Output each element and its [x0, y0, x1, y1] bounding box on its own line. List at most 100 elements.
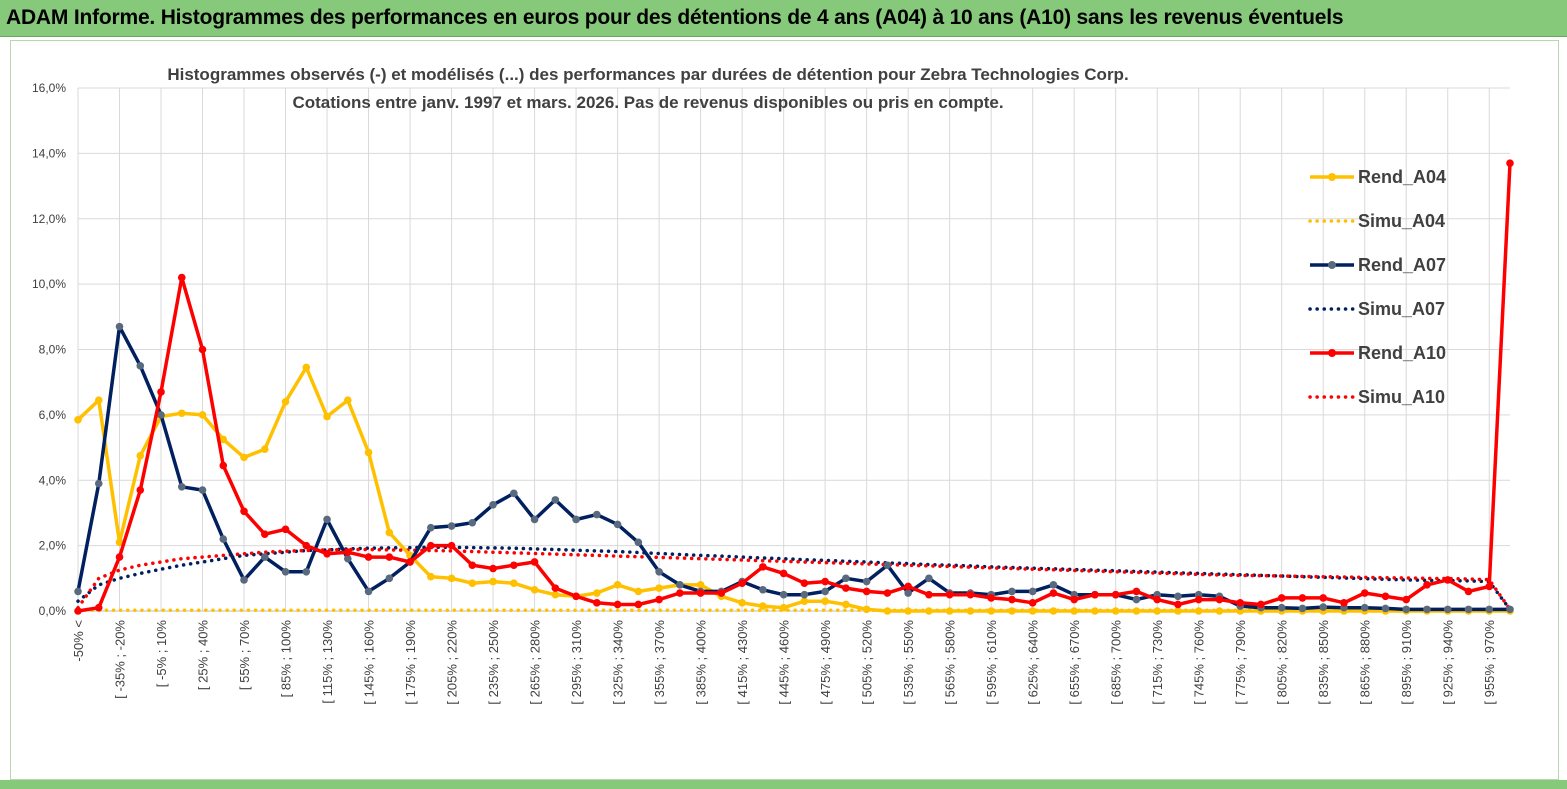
- point-rend-a10: [676, 589, 684, 597]
- report-title: ADAM Informe. Histogrammes des performan…: [6, 6, 1344, 29]
- point-rend-a07: [1506, 605, 1514, 614]
- y-tick-label: 2,0%: [39, 539, 67, 553]
- y-tick-label: 14,0%: [32, 146, 66, 160]
- point-rend-a10: [323, 549, 331, 558]
- legend-label: Simu_A10: [1358, 387, 1445, 407]
- point-rend-a10: [468, 561, 477, 570]
- point-rend-a07: [613, 520, 622, 529]
- point-rend-a10: [1236, 599, 1245, 607]
- point-rend-a10: [1506, 159, 1514, 167]
- legend-label: Rend_A04: [1358, 167, 1446, 187]
- point-rend-a07: [364, 587, 373, 596]
- point-rend-a10: [1008, 595, 1016, 604]
- x-tick-label: [ 835% ; 850%: [1316, 620, 1331, 705]
- point-rend-a07: [427, 523, 435, 532]
- point-rend-a07: [219, 535, 228, 543]
- x-tick-label: [ 715% ; 730%: [1150, 620, 1165, 705]
- point-rend-a10: [1319, 594, 1328, 602]
- point-rend-a07: [821, 587, 829, 596]
- point-rend-a04: [302, 363, 311, 372]
- point-rend-a04: [613, 581, 622, 589]
- point-rend-a04: [468, 579, 477, 588]
- point-rend-a07: [530, 515, 539, 524]
- point-rend-a10: [427, 541, 435, 550]
- point-rend-a10: [1111, 590, 1120, 599]
- point-rend-a07: [1319, 603, 1328, 611]
- point-rend-a04: [1111, 607, 1120, 615]
- legend-label: Simu_A04: [1358, 211, 1445, 231]
- series-rend-a07: [76, 324, 1510, 612]
- point-rend-a10: [219, 461, 228, 470]
- x-tick-label: [ 205% ; 220%: [445, 620, 460, 705]
- point-rend-a04: [779, 603, 788, 612]
- point-rend-a10: [1381, 592, 1390, 601]
- point-rend-a07: [1049, 581, 1058, 589]
- grid-layer: [77, 87, 1510, 612]
- point-rend-a04: [862, 605, 871, 614]
- point-rend-a04: [1215, 607, 1224, 615]
- point-rend-a10: [1070, 595, 1078, 604]
- point-rend-a04: [945, 607, 954, 615]
- point-rend-a10: [1153, 595, 1161, 604]
- x-axis: -50% < [ -35% ; -20% [ -5% ; 10% [ 25% ; 40…: [71, 620, 1497, 705]
- point-rend-a10: [1049, 589, 1058, 597]
- point-rend-a04: [343, 396, 352, 404]
- x-tick-label: [ 865% ; 880%: [1358, 620, 1373, 705]
- point-rend-a04: [74, 415, 82, 424]
- point-rend-a07: [302, 567, 311, 576]
- point-rend-a10: [593, 599, 601, 607]
- point-rend-a07: [1298, 604, 1307, 613]
- point-rend-a04: [489, 577, 497, 586]
- series-layer: [74, 159, 1514, 615]
- point-rend-a10: [115, 553, 124, 561]
- point-rend-a07: [1132, 595, 1141, 604]
- point-rend-a10: [489, 564, 497, 573]
- point-rend-a04: [364, 448, 373, 457]
- point-rend-a10: [510, 561, 518, 570]
- y-tick-label: 6,0%: [39, 408, 67, 422]
- x-tick-label: [ 805% ; 820%: [1275, 620, 1290, 705]
- point-rend-a04: [198, 411, 207, 419]
- x-tick-label: [ 235% ; 250%: [486, 620, 501, 705]
- point-rend-a04: [530, 585, 539, 594]
- point-rend-a10: [779, 569, 788, 578]
- y-tick-label: 16,0%: [32, 81, 66, 95]
- point-rend-a07: [510, 489, 518, 498]
- point-rend-a10: [74, 607, 82, 615]
- x-tick-label: [ 745% ; 760%: [1192, 620, 1207, 705]
- point-rend-a10: [1402, 595, 1411, 604]
- point-rend-a07: [862, 577, 871, 586]
- point-rend-a07: [343, 554, 352, 563]
- point-rend-a10: [966, 590, 975, 599]
- x-tick-label: [ 535% ; 550%: [901, 620, 916, 705]
- point-rend-a07: [883, 561, 892, 570]
- point-rend-a10: [530, 558, 539, 566]
- x-tick-label: [ 145% ; 160%: [362, 620, 377, 705]
- point-rend-a10: [904, 582, 912, 591]
- x-tick-label: [ 25% ; 40%: [196, 620, 211, 691]
- chart-subtitle: Cotations entre janv. 1997 et mars. 2026…: [292, 93, 1003, 112]
- point-rend-a07: [655, 567, 663, 576]
- point-rend-a10: [136, 486, 145, 494]
- point-rend-a10: [177, 273, 186, 282]
- point-rend-a07: [1402, 605, 1411, 614]
- point-rend-a07: [1485, 605, 1494, 614]
- point-rend-a04: [1174, 607, 1182, 615]
- point-rend-a10: [925, 590, 933, 599]
- point-rend-a10: [821, 577, 829, 586]
- x-tick-label: [ 895% ; 910%: [1399, 620, 1414, 705]
- x-tick-label: [ 175% ; 190%: [403, 620, 418, 705]
- point-rend-a07: [94, 479, 103, 488]
- point-rend-a10: [1485, 582, 1494, 591]
- point-rend-a07: [240, 576, 248, 584]
- point-rend-a07: [1423, 605, 1431, 614]
- point-rend-a04: [447, 574, 456, 583]
- point-rend-a04: [94, 396, 103, 404]
- x-tick-label: [ 505% ; 520%: [860, 620, 875, 705]
- point-rend-a10: [94, 603, 103, 612]
- point-rend-a07: [1464, 605, 1473, 614]
- point-rend-a07: [925, 574, 933, 583]
- point-rend-a04: [510, 579, 518, 588]
- x-tick-label: [ 685% ; 700%: [1109, 620, 1124, 705]
- point-rend-a07: [1174, 592, 1182, 601]
